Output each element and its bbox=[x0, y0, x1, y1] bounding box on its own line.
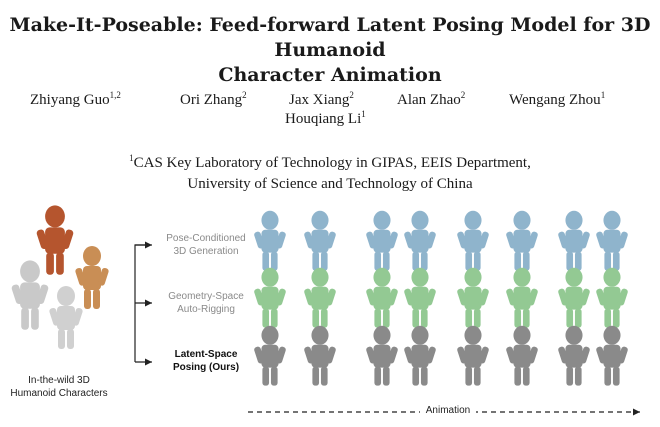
posed-character-r3-c3 bbox=[366, 325, 398, 386]
posed-character-r1-c7 bbox=[558, 210, 590, 271]
author-5: Wengang Zhou1 bbox=[509, 90, 606, 108]
posed-character-r1-c6 bbox=[506, 210, 538, 271]
affiliation-line-2: University of Science and Technology of … bbox=[187, 176, 473, 192]
posed-character-r2-c5 bbox=[457, 267, 489, 328]
author-1: Zhiyang Guo1,2 bbox=[30, 90, 121, 108]
posed-character-r3-c8 bbox=[596, 325, 628, 386]
paper-title: Make-It-Poseable: Feed-forward Latent Po… bbox=[0, 13, 660, 88]
author-4: Alan Zhao2 bbox=[397, 90, 466, 108]
posed-character-r3-c5 bbox=[457, 325, 489, 386]
posed-character-r2-c2 bbox=[304, 267, 336, 328]
method-label-geometry-space: Geometry-Space Auto-Rigging bbox=[168, 291, 244, 315]
author-3: Jax Xiang2 bbox=[289, 90, 354, 108]
posed-character-r3-c4 bbox=[404, 325, 436, 386]
posed-character-r3-c2 bbox=[304, 325, 336, 386]
author-2: Ori Zhang2 bbox=[180, 90, 247, 108]
title-line-1: Make-It-Poseable: Feed-forward Latent Po… bbox=[9, 14, 651, 61]
posed-character-r2-c6 bbox=[506, 267, 538, 328]
author-list: Zhiyang Guo1,2 Ori Zhang2 Jax Xiang2 Ala… bbox=[0, 90, 660, 130]
input-character-tiger-boxer bbox=[36, 205, 74, 275]
input-character-boy-white bbox=[49, 286, 83, 349]
posed-character-r3-c1 bbox=[254, 325, 286, 386]
method-label-pose-conditioned: Pose-Conditioned 3D Generation bbox=[166, 233, 246, 257]
method-label-latent-space: Latent-Space Posing (Ours) bbox=[172, 349, 240, 373]
title-line-2: Character Animation bbox=[218, 64, 442, 86]
posed-character-r1-c2 bbox=[304, 210, 336, 271]
affiliation: 1CAS Key Laboratory of Technology in GIP… bbox=[0, 148, 660, 195]
input-character-boy bbox=[75, 246, 109, 309]
posed-character-r2-c4 bbox=[404, 267, 436, 328]
posed-character-r1-c1 bbox=[254, 210, 286, 271]
animation-axis-label: Animation bbox=[420, 405, 476, 416]
posed-character-r2-c1 bbox=[254, 267, 286, 328]
posed-character-r1-c3 bbox=[366, 210, 398, 271]
posed-character-r2-c3 bbox=[366, 267, 398, 328]
posed-character-r2-c7 bbox=[558, 267, 590, 328]
posed-character-r3-c6 bbox=[506, 325, 538, 386]
posed-character-r2-c8 bbox=[596, 267, 628, 328]
author-6: Houqiang Li1 bbox=[285, 109, 366, 127]
input-character-tiger-white bbox=[11, 260, 49, 330]
posed-character-r1-c5 bbox=[457, 210, 489, 271]
posed-character-r1-c4 bbox=[404, 210, 436, 271]
input-characters-label: In-the-wild 3D Humanoid Characters bbox=[10, 375, 108, 399]
posed-character-r3-c7 bbox=[558, 325, 590, 386]
posed-character-r1-c8 bbox=[596, 210, 628, 271]
affiliation-line-1: 1CAS Key Laboratory of Technology in GIP… bbox=[129, 153, 531, 171]
